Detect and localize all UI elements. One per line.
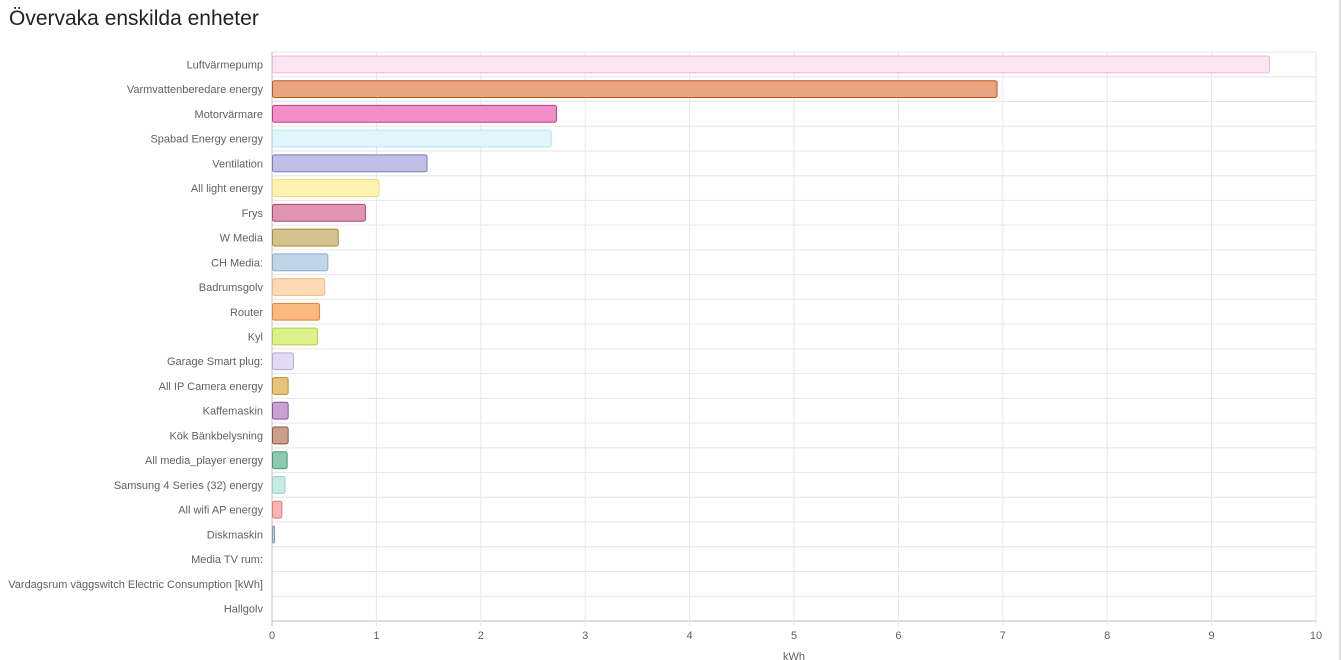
y-tick-label: Ventilation [212, 158, 263, 170]
x-tick-label: 2 [478, 630, 484, 642]
y-tick-label: All IP Camera energy [159, 381, 264, 393]
bar[interactable] [272, 401, 289, 420]
x-tick-label: 4 [687, 630, 693, 642]
card-title: Övervaka enskilda enheter [9, 7, 259, 30]
bar[interactable] [272, 129, 552, 148]
bar[interactable] [272, 55, 1271, 74]
y-tick-label: Router [230, 307, 263, 319]
x-tick-label: 7 [1000, 630, 1006, 642]
y-tick-label: CH Media: [211, 257, 263, 269]
x-tick-label: 1 [373, 630, 379, 642]
y-tick-label: Kök Bänkbelysning [169, 430, 263, 442]
bar[interactable] [272, 228, 339, 247]
bar[interactable] [272, 104, 557, 123]
y-tick-label: Samsung 4 Series (32) energy [114, 480, 264, 492]
y-tick-label: Vardagsrum väggswitch Electric Consumpti… [8, 579, 263, 591]
x-axis-title: kWh [783, 651, 805, 660]
chart-grid [271, 51, 1317, 626]
x-tick-label: 5 [791, 630, 797, 642]
y-tick-label: Motorvärmare [195, 109, 263, 121]
bar[interactable] [272, 426, 289, 445]
x-tick-label: 6 [895, 630, 901, 642]
y-tick-label: Badrumsgolv [199, 282, 264, 294]
y-tick-label: Luftvärmepump [187, 59, 263, 71]
y-tick-label: Varmvattenberedare energy [127, 84, 264, 96]
y-axis-labels: Luftvärmepump Varmvattenberedare energy Mo… [8, 59, 264, 615]
y-tick-label: All wifi AP energy [178, 505, 263, 517]
bar[interactable] [272, 451, 288, 470]
y-tick-label: Garage Smart plug: [167, 356, 263, 368]
y-tick-label: All media_player energy [145, 455, 264, 467]
y-tick-label: Hallgolv [224, 604, 264, 616]
bar[interactable] [272, 500, 283, 519]
bar[interactable] [272, 377, 289, 395]
y-tick-label: Kaffemaskin [203, 406, 263, 418]
bar[interactable] [272, 253, 329, 272]
bar[interactable] [272, 80, 998, 99]
bar[interactable] [272, 525, 276, 544]
y-tick-label: All light energy [191, 183, 264, 195]
bar[interactable] [272, 278, 326, 296]
x-tick-label: 0 [269, 630, 275, 642]
bar[interactable] [272, 327, 318, 346]
y-tick-label: Diskmaskin [207, 529, 263, 541]
y-tick-label: Spabad Energy energy [150, 134, 263, 146]
bar[interactable] [272, 302, 320, 321]
x-tick-label: 3 [582, 630, 588, 642]
x-axis-labels: 0 1 2 3 4 5 6 7 8 9 10 [269, 630, 1322, 642]
bar[interactable] [272, 179, 380, 197]
y-tick-label: Frys [242, 208, 264, 220]
bar[interactable] [272, 352, 294, 371]
y-tick-label: W Media [220, 233, 264, 245]
bar[interactable] [272, 154, 428, 173]
y-tick-label: Kyl [248, 332, 263, 344]
x-tick-label: 8 [1104, 630, 1110, 642]
y-tick-label: Media TV rum: [191, 554, 263, 566]
x-tick-label: 9 [1209, 630, 1215, 642]
bar[interactable] [272, 476, 286, 494]
x-tick-label: 10 [1310, 630, 1322, 642]
scrollbar[interactable] [1339, 0, 1341, 660]
bar[interactable] [272, 203, 366, 222]
chart-bars [272, 55, 1271, 544]
